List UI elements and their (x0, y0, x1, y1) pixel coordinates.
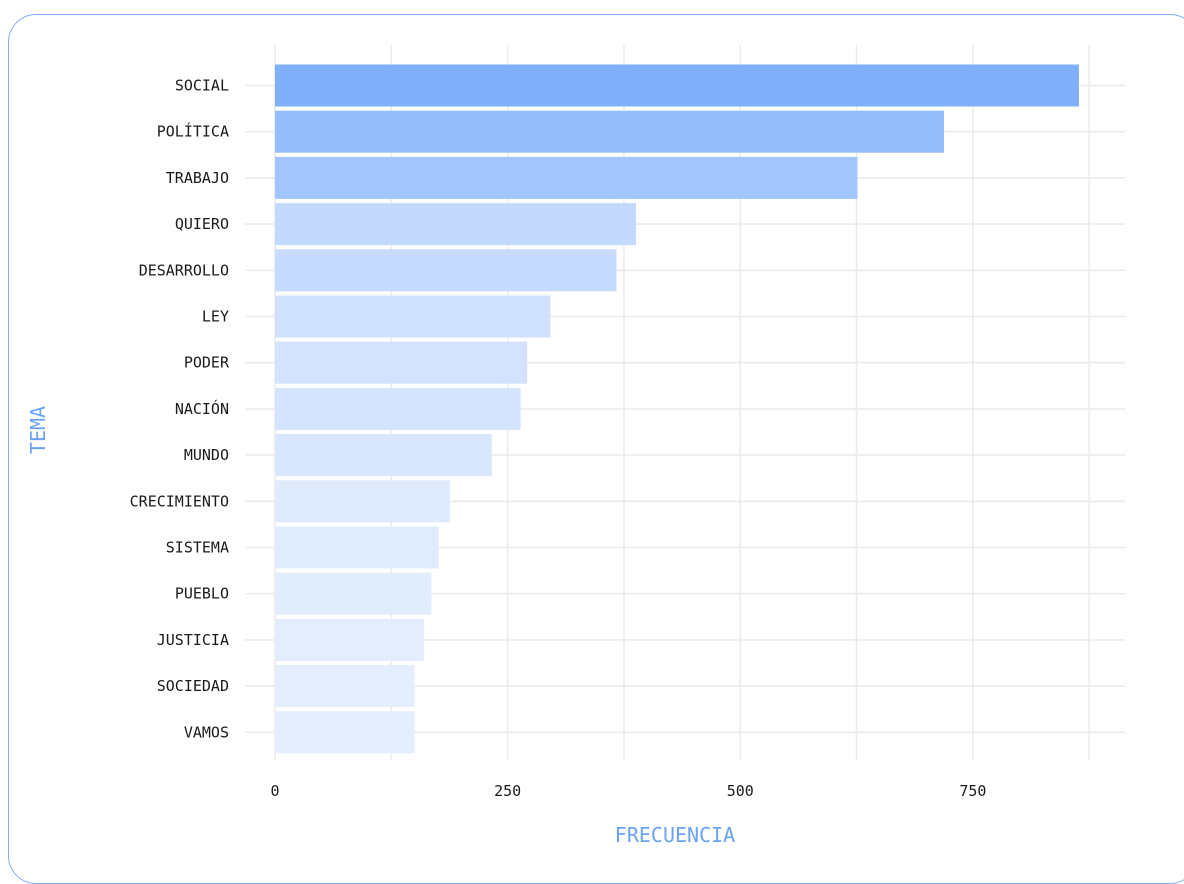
bar-7 (275, 387, 521, 430)
y-tick-label: MUNDO (184, 446, 229, 464)
x-tick-label: 0 (270, 782, 279, 800)
bar-10 (275, 526, 439, 569)
bar-6 (275, 341, 528, 384)
bar-2 (275, 156, 858, 199)
bar-chart: SOCIAL POLÍTICA TRABAJO QUIERO DESARROLLO LEY… (26, 45, 1125, 847)
bar-4 (275, 249, 617, 292)
bar-14 (275, 711, 415, 754)
y-tick-label: CRECIMIENTO (130, 492, 229, 510)
y-tick-label: QUIERO (175, 215, 229, 233)
y-tick-label: TRABAJO (166, 169, 229, 187)
y-tick-label: POLÍTICA (157, 122, 229, 141)
y-tick-label: PODER (184, 354, 230, 372)
bar-9 (275, 480, 450, 523)
bar-13 (275, 665, 415, 708)
bar-5 (275, 295, 551, 338)
bar-11 (275, 572, 432, 615)
x-tick-labels: 0 250 500 750 (270, 782, 986, 800)
bar-1 (275, 110, 945, 153)
x-tick-label: 250 (494, 782, 521, 800)
y-tick-label: DESARROLLO (139, 261, 229, 279)
bar-12 (275, 618, 424, 661)
y-tick-labels: SOCIAL POLÍTICA TRABAJO QUIERO DESARROLLO LEY… (130, 77, 230, 742)
y-tick-label: JUSTICIA (157, 631, 229, 649)
y-tick-label: VAMOS (184, 723, 229, 741)
y-tick-label: SISTEMA (166, 539, 229, 557)
bars (275, 64, 1079, 754)
x-axis-title: FRECUENCIA (615, 823, 735, 847)
bar-0 (275, 64, 1079, 107)
bar-8 (275, 434, 492, 477)
y-tick-label: SOCIEDAD (157, 677, 229, 695)
y-tick-label: NACIÓN (175, 399, 229, 418)
y-axis-title: TEMA (26, 406, 50, 454)
y-tick-label: LEY (202, 308, 229, 326)
x-tick-label: 500 (727, 782, 754, 800)
y-tick-label: SOCIAL (175, 77, 229, 95)
bar-3 (275, 203, 637, 246)
y-tick-label: PUEBLO (175, 585, 229, 603)
x-tick-label: 750 (959, 782, 986, 800)
